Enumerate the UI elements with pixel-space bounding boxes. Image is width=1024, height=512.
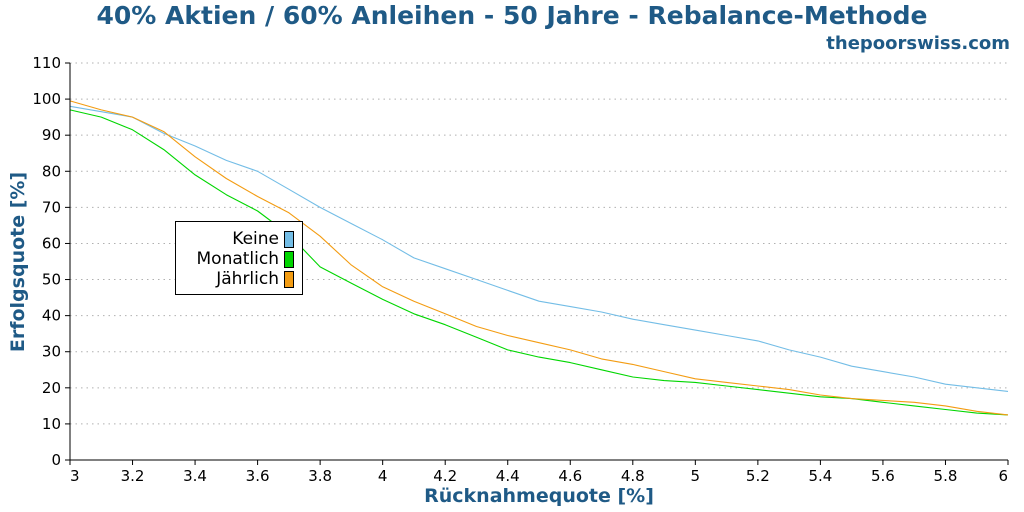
x-tick-label: 4.4 (496, 467, 520, 485)
y-tick-label: 60 (42, 234, 61, 252)
x-tick-label: 5 (691, 467, 701, 485)
y-tick-label: 50 (42, 271, 61, 289)
x-axis-label: Rücknahmequote [%] (424, 485, 654, 507)
x-tick-label: 4 (378, 467, 388, 485)
legend-swatch-keine (284, 230, 294, 248)
x-tick-label: 5.6 (871, 467, 895, 485)
legend-item-monatlich: Monatlich (196, 249, 294, 269)
legend: Keine Monatlich Jährlich (175, 221, 303, 295)
y-tick-label: 80 (42, 162, 61, 180)
legend-swatch-jaehrlich (284, 270, 294, 288)
legend-label-jaehrlich: Jährlich (216, 269, 279, 289)
x-tick-label: 4.8 (621, 467, 645, 485)
x-tick-label: 3 (70, 467, 80, 485)
x-tick-label: 3.2 (121, 467, 145, 485)
x-tick-label: 5.4 (808, 467, 832, 485)
legend-label-monatlich: Monatlich (196, 249, 280, 269)
x-tick-label: 3.8 (308, 467, 332, 485)
legend-item-jaehrlich: Jährlich (216, 269, 294, 289)
axes (69, 63, 1008, 461)
y-tick-label: 110 (32, 54, 61, 72)
y-tick-label: 90 (42, 126, 61, 144)
grid-lines (70, 62, 1008, 425)
x-tick-label: 4.6 (558, 467, 582, 485)
y-tick-label: 70 (42, 198, 61, 216)
y-tick-label: 30 (42, 343, 61, 361)
x-tick-label: 5.2 (746, 467, 770, 485)
y-tick-label: 10 (42, 415, 61, 433)
y-tick-label: 100 (32, 90, 61, 108)
series-line-jhrlich (69, 100, 1009, 416)
x-tick-label: 6 (998, 467, 1008, 485)
chart-subtitle: thepoorswiss.com (826, 33, 1010, 54)
legend-swatch-monatlich (284, 250, 294, 268)
legend-item-keine: Keine (232, 229, 294, 249)
y-tick-label: 0 (51, 451, 61, 469)
series-line-keine (69, 105, 1009, 392)
chart-title: 40% Aktien / 60% Anleihen - 50 Jahre - R… (96, 1, 928, 30)
x-tick-label: 3.4 (183, 467, 207, 485)
x-tick-label: 5.8 (934, 467, 958, 485)
ticks: 0 10 20 30 40 50 60 70 80 90 100 110 3 3.2 3.4 3.6 3.8 4 4… (32, 54, 1009, 485)
legend-label-keine: Keine (232, 229, 279, 249)
y-tick-label: 20 (42, 379, 61, 397)
y-axis-label: Erfolgsquote [%] (7, 172, 29, 352)
series-layer (69, 100, 1009, 416)
x-tick-label: 4.2 (433, 467, 457, 485)
x-tick-label: 3.6 (246, 467, 270, 485)
y-tick-label: 40 (42, 307, 61, 325)
